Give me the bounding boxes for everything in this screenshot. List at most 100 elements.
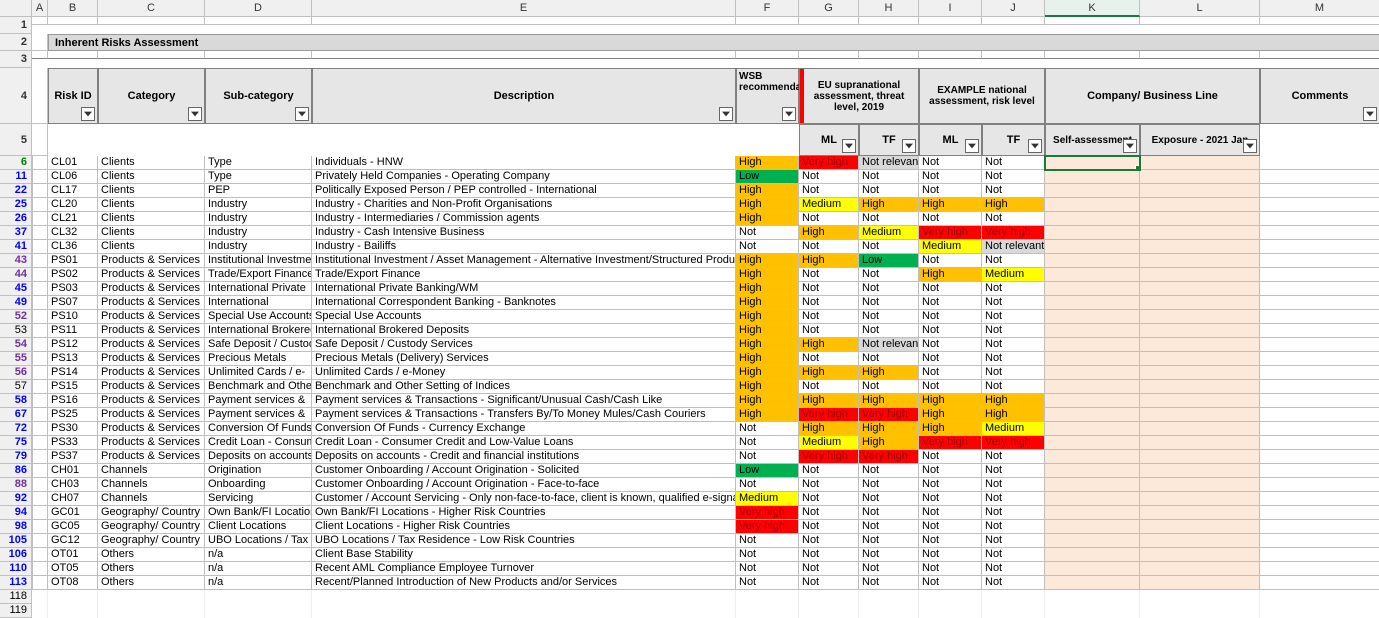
cell-category[interactable]: Products & Services	[98, 394, 205, 408]
cell-comments[interactable]	[1260, 310, 1379, 324]
cell-subcategory[interactable]: Industry	[205, 226, 312, 240]
row-header-57[interactable]: 57	[0, 380, 32, 394]
cell-self-assessment[interactable]	[1045, 156, 1140, 170]
cell-subcategory[interactable]: Benchmark and Other	[205, 380, 312, 394]
cell-comments[interactable]	[1260, 562, 1379, 576]
cell-subcategory[interactable]: Unlimited Cards / e-	[205, 366, 312, 380]
row-header-58[interactable]: 58	[0, 394, 32, 408]
cell-category[interactable]: Channels	[98, 464, 205, 478]
cell-eu-ml[interactable]: Not	[799, 562, 859, 576]
cell-ex-tf[interactable]: Not	[982, 450, 1045, 464]
cell-subcategory[interactable]: International Private	[205, 282, 312, 296]
cell-eu-tf[interactable]: Very high	[859, 450, 919, 464]
cell-exposure[interactable]	[1140, 576, 1260, 590]
cell-wsb[interactable]: Low	[736, 464, 799, 478]
row-header-2[interactable]: 2	[0, 34, 32, 51]
cell-self-assessment[interactable]	[1045, 394, 1140, 408]
cell-category[interactable]: Clients	[98, 226, 205, 240]
cell-blank[interactable]	[32, 520, 48, 534]
cell-exposure[interactable]	[1140, 408, 1260, 422]
cell-eu-tf[interactable]: Not	[859, 380, 919, 394]
cell-eu-ml[interactable]: Very high	[799, 156, 859, 170]
cell-ex-tf[interactable]: Not	[982, 478, 1045, 492]
cell-comments[interactable]	[1260, 408, 1379, 422]
cell-subcategory[interactable]: Special Use Accounts	[205, 310, 312, 324]
cell-self-assessment[interactable]	[1045, 492, 1140, 506]
cell-wsb[interactable]: High	[736, 352, 799, 366]
cell-ex-ml[interactable]: Not	[919, 548, 982, 562]
cell-risk-id[interactable]: CL36	[48, 240, 98, 254]
cell-description[interactable]: International Private Banking/WM	[312, 282, 736, 296]
cell-ex-tf[interactable]: Not relevant	[982, 240, 1045, 254]
cell-comments[interactable]	[1260, 492, 1379, 506]
header-comments[interactable]: Comments	[1260, 68, 1379, 124]
cell-subcategory[interactable]: Conversion Of Funds -	[205, 422, 312, 436]
cell-ex-tf[interactable]: Not	[982, 520, 1045, 534]
cell-risk-id[interactable]: CH07	[48, 492, 98, 506]
cell-ex-tf[interactable]: Not	[982, 548, 1045, 562]
row-header-6[interactable]: 6	[0, 156, 32, 170]
cell-eu-tf[interactable]: Not relevant	[859, 338, 919, 352]
cell-subcategory[interactable]: Industry	[205, 212, 312, 226]
header-self-assessment[interactable]: Self-assessment	[1045, 124, 1140, 156]
cell-description[interactable]: Safe Deposit / Custody Services	[312, 338, 736, 352]
cell-risk-id[interactable]: PS33	[48, 436, 98, 450]
cell-wsb[interactable]: Not	[736, 534, 799, 548]
empty-cell[interactable]	[205, 604, 312, 618]
cell-wsb[interactable]: Not	[736, 548, 799, 562]
cell-description[interactable]: International Brokered Deposits	[312, 324, 736, 338]
cell-description[interactable]: Politically Exposed Person / PEP control…	[312, 184, 736, 198]
cell-exposure[interactable]	[1140, 296, 1260, 310]
cell-description[interactable]: Industry - Bailiffs	[312, 240, 736, 254]
cell-self-assessment[interactable]	[1045, 352, 1140, 366]
empty-cell[interactable]	[48, 604, 98, 618]
cell-exposure[interactable]	[1140, 436, 1260, 450]
cell-eu-tf[interactable]: Medium	[859, 226, 919, 240]
filter-dropdown-icon[interactable]	[295, 107, 309, 121]
cell-ex-ml[interactable]: Not	[919, 254, 982, 268]
cell-eu-ml[interactable]: Not	[799, 506, 859, 520]
row-header-41[interactable]: 41	[0, 240, 32, 254]
cell-eu-ml[interactable]: Not	[799, 240, 859, 254]
cell-risk-id[interactable]: PS02	[48, 268, 98, 282]
cell-comments[interactable]	[1260, 324, 1379, 338]
cell-comments[interactable]	[1260, 436, 1379, 450]
cell-self-assessment[interactable]	[1045, 450, 1140, 464]
cell-eu-ml[interactable]: High	[799, 422, 859, 436]
cell-description[interactable]: Conversion Of Funds - Currency Exchange	[312, 422, 736, 436]
header-description[interactable]: Description	[312, 68, 736, 124]
cell-blank[interactable]	[32, 422, 48, 436]
cell-self-assessment[interactable]	[1045, 380, 1140, 394]
cell-blank[interactable]	[32, 478, 48, 492]
empty-cell[interactable]	[736, 604, 799, 618]
cell-category[interactable]: Products & Services	[98, 380, 205, 394]
cell-ex-ml[interactable]: Not	[919, 478, 982, 492]
cell-category[interactable]: Others	[98, 548, 205, 562]
cell-eu-tf[interactable]: Not	[859, 282, 919, 296]
empty-cell[interactable]	[32, 604, 48, 618]
empty-cell[interactable]	[1045, 604, 1140, 618]
column-header-J[interactable]: J	[982, 0, 1045, 17]
cell-description[interactable]: International Correspondent Banking - Ba…	[312, 296, 736, 310]
cell-exposure[interactable]	[1140, 254, 1260, 268]
cell-comments[interactable]	[1260, 478, 1379, 492]
cell-eu-tf[interactable]: Not	[859, 212, 919, 226]
cell-ex-ml[interactable]: High	[919, 408, 982, 422]
empty-cell[interactable]	[799, 590, 859, 604]
cell-subcategory[interactable]: Deposits on accounts	[205, 450, 312, 464]
cell-eu-tf[interactable]: Not	[859, 324, 919, 338]
cell-comments[interactable]	[1260, 198, 1379, 212]
empty-cell[interactable]	[1260, 604, 1379, 618]
cell-blank[interactable]	[32, 254, 48, 268]
cell-category[interactable]: Products & Services	[98, 408, 205, 422]
cell-eu-ml[interactable]: Medium	[799, 198, 859, 212]
cell-eu-tf[interactable]: Not	[859, 534, 919, 548]
cell-ex-tf[interactable]: Not	[982, 310, 1045, 324]
cell-risk-id[interactable]: CH03	[48, 478, 98, 492]
cell-self-assessment[interactable]	[1045, 268, 1140, 282]
cell-exposure[interactable]	[1140, 268, 1260, 282]
cell-eu-ml[interactable]: High	[799, 338, 859, 352]
cell-wsb[interactable]: High	[736, 380, 799, 394]
cell-ex-ml[interactable]: Not	[919, 296, 982, 310]
cell-ex-tf[interactable]: High	[982, 408, 1045, 422]
